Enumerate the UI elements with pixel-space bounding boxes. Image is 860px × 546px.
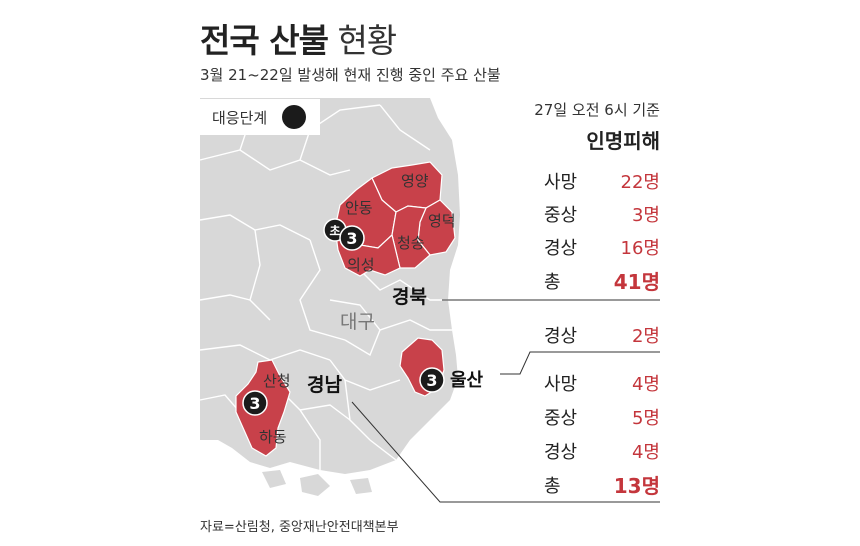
- stat-label: 경상: [544, 238, 578, 259]
- stat-value: 4명: [631, 374, 660, 395]
- stat-value-total: 41명: [613, 270, 660, 294]
- legend: 대응단계: [200, 99, 320, 135]
- stat-row-gyeongbuk-death: 사망 22명: [530, 164, 660, 194]
- svg-text:3: 3: [249, 394, 260, 413]
- stat-value: 5명: [631, 408, 660, 429]
- stat-value: 22명: [620, 172, 660, 193]
- svg-text:초: 초: [329, 224, 340, 238]
- fire-area-gyeongbuk: [334, 161, 456, 277]
- title-bold: 전국 산불: [200, 21, 329, 60]
- page-subtitle: 3월 21~22일 발생해 현재 진행 중인 주요 산불: [200, 66, 501, 84]
- stat-label: 경상: [544, 326, 578, 347]
- badge-uiseong-level: 3: [339, 225, 365, 251]
- place-label-hadong: 하동: [259, 428, 287, 446]
- stat-value-total: 13명: [613, 474, 660, 498]
- stat-value: 16명: [620, 238, 660, 259]
- time-basis: 27일 오전 6시 기준: [534, 101, 660, 119]
- stat-row-gyeongbuk-serious: 중상 3명: [530, 197, 660, 227]
- stat-row-gyeongbuk-total: 총 41명: [530, 264, 660, 294]
- province-label-gyeongnam: 경남: [307, 374, 342, 396]
- stat-label: 총: [544, 476, 561, 497]
- stat-label: 총: [544, 272, 561, 293]
- svg-text:3: 3: [346, 229, 357, 248]
- stat-row-ulsan-minor: 경상 2명: [530, 318, 660, 348]
- place-label-uiseong: 의성: [347, 256, 375, 274]
- badge-ulsan-level: 3: [419, 367, 445, 393]
- province-label-ulsan: 울산: [450, 370, 484, 391]
- stat-row-gyeongnam-death: 사망 4명: [530, 366, 660, 396]
- title-light: 현황: [337, 21, 397, 60]
- page-title: 전국 산불 현황: [200, 14, 397, 62]
- place-label-yeongyang: 영양: [401, 172, 429, 190]
- svg-text:3: 3: [426, 371, 437, 390]
- island-3: [262, 470, 286, 488]
- place-label-andong: 안동: [345, 199, 373, 217]
- island-2: [350, 478, 372, 494]
- badge-sancheong-level: 3: [242, 390, 268, 416]
- leader-line-ulsan: [500, 351, 660, 375]
- stat-label: 사망: [544, 172, 578, 193]
- stat-row-gyeongnam-minor: 경상 4명: [530, 434, 660, 464]
- legend-badge-icon: [282, 105, 306, 129]
- stat-row-gyeongnam-total: 총 13명: [530, 468, 660, 498]
- stat-row-gyeongnam-serious: 중상 5명: [530, 400, 660, 430]
- stat-value: 2명: [631, 326, 660, 347]
- stat-label: 경상: [544, 442, 578, 463]
- place-label-daegu: 대구: [340, 311, 375, 333]
- source-credit: 자료=산림청, 중앙재난안전대책본부: [200, 520, 399, 535]
- province-label-gyeongbuk: 경북: [392, 286, 427, 308]
- legend-label: 대응단계: [212, 109, 268, 127]
- stats-title: 인명피해: [586, 129, 660, 153]
- place-label-yeongdeok: 영덕: [428, 212, 456, 230]
- island-1: [300, 474, 330, 496]
- stat-value: 3명: [631, 205, 660, 226]
- stat-label: 사망: [544, 374, 578, 395]
- leader-line-gyeongnam: [351, 401, 660, 503]
- stat-label: 중상: [544, 205, 578, 226]
- stat-row-gyeongbuk-minor: 경상 16명: [530, 230, 660, 260]
- stat-value: 4명: [631, 442, 660, 463]
- stat-label: 중상: [544, 408, 578, 429]
- place-label-cheongsong: 청송: [397, 234, 425, 252]
- place-label-sancheong: 산청: [263, 372, 291, 390]
